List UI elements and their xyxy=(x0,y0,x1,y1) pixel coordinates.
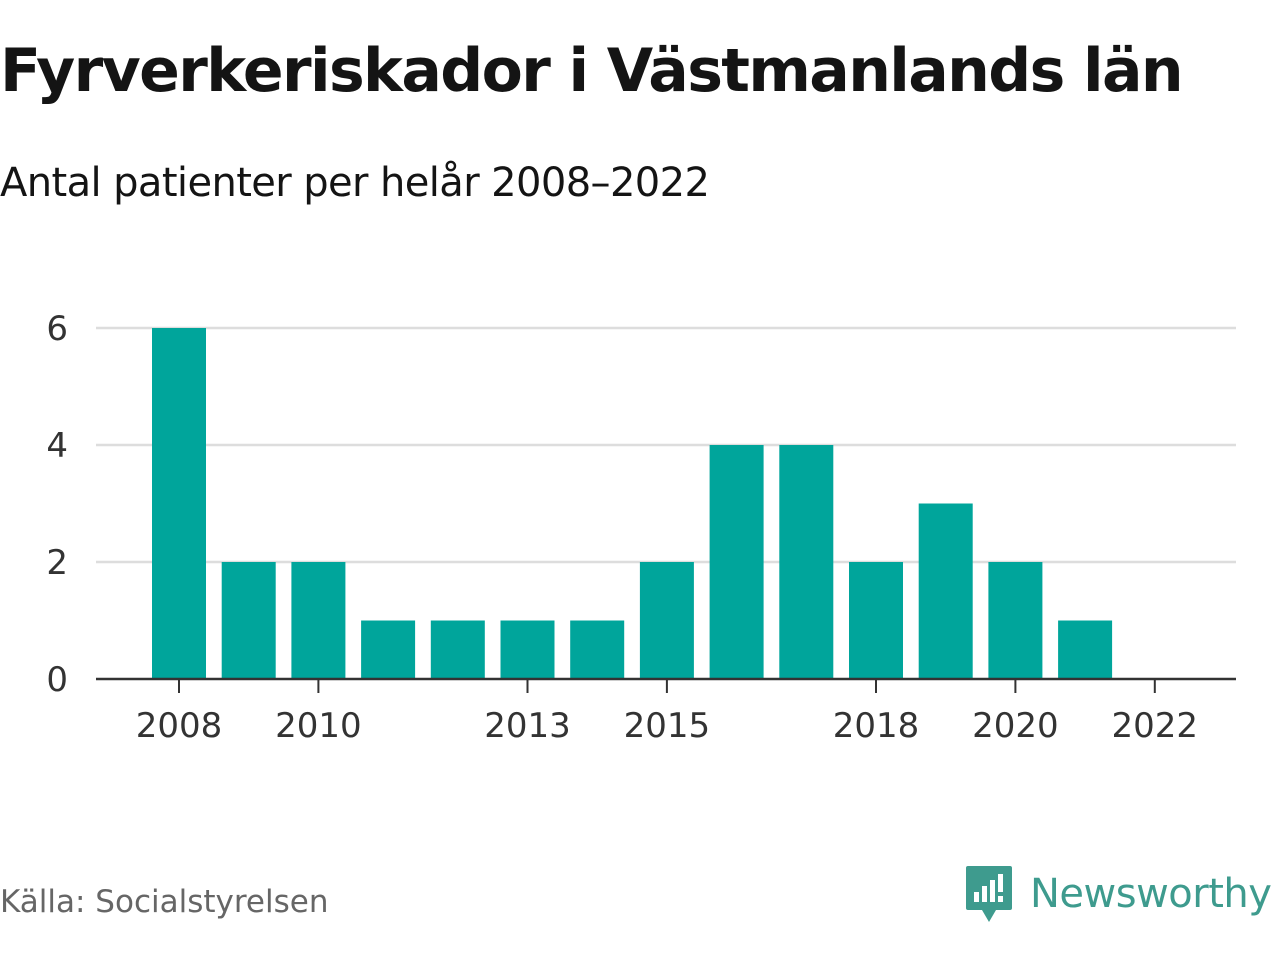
bar-2010 xyxy=(291,562,346,679)
newsworthy-logo-icon xyxy=(966,866,1012,922)
bar-2012 xyxy=(430,620,485,679)
x-tick-label: 2018 xyxy=(833,706,920,746)
x-tick-label: 2008 xyxy=(136,706,223,746)
x-axis-ticks: 2008 2010 2013 2015 2018 2020 2022 xyxy=(136,679,1198,746)
x-tick-label: 2022 xyxy=(1112,706,1199,746)
y-axis-ticks: 0 2 4 6 xyxy=(46,309,68,700)
x-tick-label: 2010 xyxy=(275,706,362,746)
bar-2020 xyxy=(988,562,1043,679)
bar-2018 xyxy=(849,562,903,679)
x-tick-label: 2020 xyxy=(972,706,1059,746)
bar-2013 xyxy=(500,620,555,679)
bar-2019 xyxy=(918,503,973,679)
gridlines xyxy=(96,326,1236,564)
chart-subtitle: Antal patienter per helår 2008–2022 xyxy=(0,160,710,206)
y-tick-label: 2 xyxy=(46,543,68,583)
bar-2008 xyxy=(152,328,206,679)
bar-2011 xyxy=(361,620,416,679)
bar-2017 xyxy=(779,445,834,679)
bar-2014 xyxy=(570,620,625,679)
bars xyxy=(152,328,1113,679)
y-tick-label: 4 xyxy=(46,426,68,466)
y-tick-label: 6 xyxy=(46,309,68,349)
bar-2015 xyxy=(639,562,694,679)
x-tick-label: 2013 xyxy=(484,706,571,746)
chart-title: Fyrverkeriskador i Västmanlands län xyxy=(0,36,1184,106)
y-tick-label: 0 xyxy=(46,660,68,700)
bar-2016 xyxy=(709,445,764,679)
source-note: Källa: Socialstyrelsen xyxy=(0,884,329,920)
bar-2009 xyxy=(221,562,276,679)
brand-logo: Newsworthy xyxy=(964,864,1272,924)
brand-name: Newsworthy xyxy=(1030,871,1272,917)
x-tick-label: 2015 xyxy=(624,706,711,746)
bar-2021 xyxy=(1058,620,1113,679)
